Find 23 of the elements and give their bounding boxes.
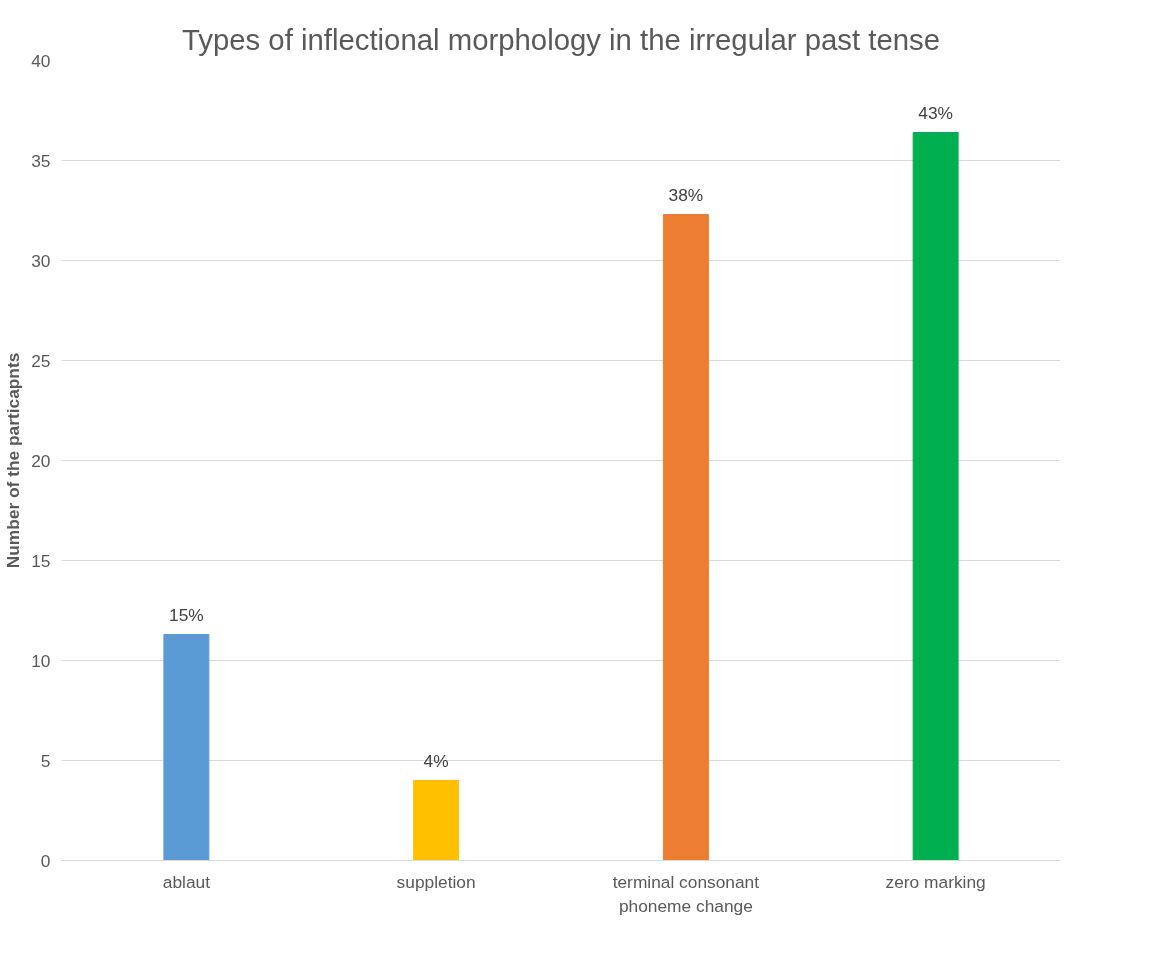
bar xyxy=(413,780,460,861)
annotation: 38% xyxy=(668,184,704,205)
x-tick-label: ablaut xyxy=(162,871,211,892)
annotation: 43% xyxy=(918,102,953,123)
chart-title: Types of inflectional morphology in the irregular past tense xyxy=(181,22,941,56)
y-tick-label: 15 xyxy=(31,550,51,571)
x-tick-label: suppletion xyxy=(396,871,476,892)
x-tick-label: zero marking xyxy=(885,871,986,892)
bar xyxy=(662,214,709,861)
y-axis-title: Number of the particapnts xyxy=(3,352,24,569)
x-tick-label: terminal consonant phoneme change xyxy=(612,871,760,916)
annotation: 15% xyxy=(169,604,204,625)
y-tick-label: 20 xyxy=(31,450,51,471)
y-tick-label: 30 xyxy=(31,250,51,271)
bar xyxy=(912,132,959,861)
y-tick-label: 40 xyxy=(31,50,51,71)
y-tick-label: 25 xyxy=(31,350,51,371)
y-tick-label: 0 xyxy=(40,850,51,871)
bar xyxy=(163,634,210,861)
y-tick-label: 5 xyxy=(40,750,51,771)
annotation: 4% xyxy=(423,750,449,771)
y-tick-label: 10 xyxy=(31,650,51,671)
y-tick-label: 35 xyxy=(31,150,51,171)
